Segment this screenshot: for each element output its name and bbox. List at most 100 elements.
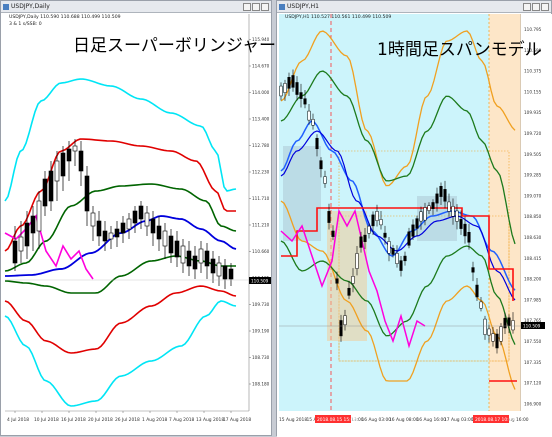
candle-body [72,145,78,152]
candle-body [499,326,503,342]
candle-body [96,220,102,237]
price-tick-label: 110.590 [524,48,542,53]
h1-caption: 1時間足スパンモデル [377,40,542,60]
current-price-tag [249,277,271,284]
price-tick-label: 109.070 [524,193,542,198]
candle-body [216,262,222,277]
price-tick-label: 107.550 [524,339,542,344]
candle-body [503,317,507,329]
time-axis-panel [277,411,552,437]
time-tick-label: 15 Aug 2018 [279,417,307,423]
candle-body [138,205,144,220]
h1-ohlc-info: USDJPY,H1 110.527 110.561 110.499 110.50… [285,15,392,20]
candle-body [331,230,335,237]
maximize-button[interactable] [252,3,260,11]
candle-body [228,268,234,280]
candle-body [295,82,299,95]
highlight-date-text: 2018.08.17 10:00 [475,417,514,423]
time-tick-label: 7 Aug 2018 [169,417,195,423]
candle-body [303,98,307,105]
conversion-line [280,130,516,301]
price-tick-label: 114.670 [252,64,270,69]
price-tick-label: 112.230 [252,170,270,175]
candle-body [355,253,359,269]
candle-body [198,248,204,264]
candle-body [156,225,162,240]
candle-body [459,219,463,229]
h1-chart-window[interactable]: USDJPY,H1 110.795 110.590 110.375 110.155 10… [276,0,552,437]
price-tick-label: 115.940 [252,37,270,42]
chikou-span-line [4,214,94,280]
candle-body [114,228,120,238]
maximize-button[interactable] [532,3,540,11]
candle-body [174,240,180,258]
h1-window-titlebar[interactable]: USDJPY,H1 [277,1,551,13]
candle-body [475,284,479,298]
candle-body [168,235,174,254]
time-tick-label: 17 Aug 03:00 [444,417,474,423]
candle-body [395,253,399,264]
daily-super-bollinger-chart[interactable]: 115.940 114.670 114.000 113.400 112.780 112.2… [1,1,273,437]
candle-body [150,218,156,234]
minimize-button[interactable] [523,3,531,11]
candle-body [407,231,411,246]
minimize-button[interactable] [243,3,251,11]
h1-span-model-chart[interactable]: 110.795 110.590 110.375 110.155 109.935 109.7… [277,1,552,437]
candle-body [467,231,471,243]
candle-body [12,240,18,264]
time-tick-label: 16 Aug 08:00 [389,417,419,423]
time-tick-label: 1 Aug 2018 [142,417,168,423]
time-tick-label: 16 Aug 03:00 [362,417,392,423]
candle-body [84,175,90,212]
daily-chart-window[interactable]: USDJPY,Daily 115.940 114.670 114.000 113.40… [0,0,276,437]
candle-body [483,318,487,335]
candle-body [363,234,367,242]
price-tick-label: 109.720 [524,131,542,136]
upper-orange-band [280,30,516,187]
candle-body [287,77,291,89]
candle-body [307,110,311,121]
candle-body [319,160,323,170]
candle-body [60,152,66,177]
chikou-span-line [280,208,426,349]
candle-body [222,265,228,280]
candle-body [507,317,511,327]
minus-half-sigma-line [4,255,236,294]
highlight-date-box [473,415,509,423]
plus2-sigma-line [4,78,237,202]
candle-body [415,218,419,229]
price-tick-label: 110.375 [524,69,542,74]
time-tick-label: 17 Aug 16:00 [499,417,529,423]
candle-body [108,232,114,240]
candle-body [391,248,395,255]
candle-body [379,219,383,226]
candle-body [299,92,303,99]
candle-body [351,276,355,284]
current-price-value: 110.509 [523,324,541,329]
candle-body [359,236,363,248]
h1-window-title: USDJPY,H1 [287,3,319,10]
price-tick-label: 108.850 [524,214,542,219]
candle-body [423,207,427,221]
candle-body [495,333,499,349]
chart-plot-area [279,14,521,411]
price-tick-label: 111.210 [252,223,270,228]
candle-body [126,218,132,230]
candle-body [451,206,455,217]
daily-ohlc-info: USDJPY,Daily 110.590 110.688 110.499 110… [9,15,121,20]
price-tick-label: 109.935 [524,110,542,115]
close-button[interactable] [261,3,269,11]
price-tick-label: 108.200 [524,277,542,282]
daily-caption: 日足スーパーボリンジャー [73,36,276,56]
current-price-value: 110.509 [251,279,269,284]
candle-body [186,250,192,267]
price-tick-label: 109.505 [524,152,542,157]
candle-body [383,232,387,238]
close-button[interactable] [541,3,549,11]
candle-body [335,278,339,284]
daily-window-titlebar[interactable]: USDJPY,Daily [1,1,271,13]
price-tick-label: 114.000 [252,90,270,95]
candle-body [66,148,72,162]
candle-body [132,210,138,224]
candle-body [90,212,96,227]
